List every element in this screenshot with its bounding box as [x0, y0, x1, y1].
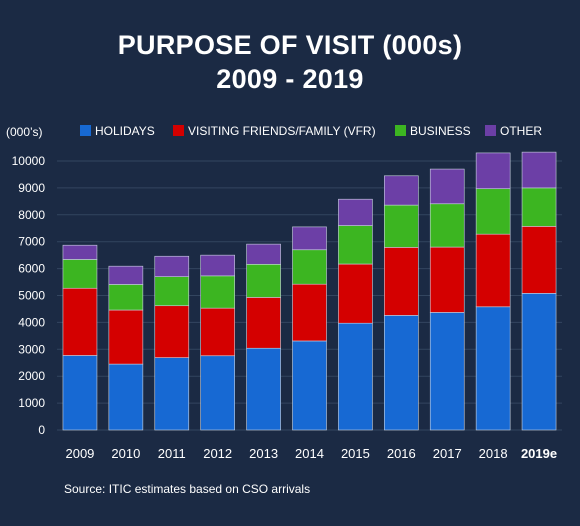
bar-segment	[108, 309, 144, 365]
bar-segment	[62, 355, 98, 431]
bar-segment	[429, 312, 465, 431]
x-tick-label: 2018	[479, 446, 508, 461]
bar-segment	[246, 297, 281, 349]
bar-segment	[384, 247, 419, 316]
chart-subtitle: 2009 - 2019	[216, 64, 364, 94]
legend-swatch	[395, 125, 406, 136]
bar-segment	[154, 357, 190, 431]
bar-segment	[246, 243, 281, 265]
bar-segment	[154, 305, 190, 358]
bar-segment	[475, 152, 511, 190]
y-tick-label: 0	[38, 423, 45, 437]
x-tick-label: 2009	[65, 446, 94, 461]
bar-segment	[108, 265, 144, 285]
bar-segment	[154, 276, 190, 307]
bar-segment	[521, 293, 557, 431]
legend-swatch	[80, 125, 91, 136]
bar-segment	[108, 363, 144, 431]
x-tick-label: 2013	[249, 446, 278, 461]
bar-segment	[429, 168, 465, 205]
bar-segment	[200, 254, 235, 277]
bar-segment	[292, 340, 327, 431]
bar-segment	[246, 347, 281, 431]
bar-segment	[108, 284, 144, 311]
chart-title: PURPOSE OF VISIT (000s)	[117, 30, 463, 60]
bar-segment	[384, 315, 419, 431]
bar-segment	[429, 246, 465, 313]
y-tick-label: 2000	[18, 369, 45, 383]
y-tick-label: 8000	[18, 208, 45, 222]
legend-swatch	[173, 125, 184, 136]
bar-segment	[62, 259, 98, 289]
bar-segment	[475, 188, 511, 235]
bar-segment	[154, 255, 190, 277]
legend-label: VISITING FRIENDS/FAMILY (VFR)	[188, 124, 376, 138]
x-tick-label: 2019e	[521, 446, 557, 461]
bar-segment	[429, 203, 465, 248]
y-tick-label: 10000	[12, 154, 46, 168]
legend-label: HOLIDAYS	[95, 124, 155, 138]
x-tick-label: 2014	[295, 446, 324, 461]
bar-segment	[292, 249, 327, 285]
y-tick-label: 1000	[18, 396, 45, 410]
bar-segment	[521, 151, 557, 189]
bar-segment	[200, 275, 235, 309]
y-tick-label: 3000	[18, 342, 45, 356]
y-tick-label: 6000	[18, 262, 45, 276]
legend-label: BUSINESS	[410, 124, 471, 138]
y-tick-label: 4000	[18, 315, 45, 329]
x-tick-label: 2011	[158, 446, 186, 461]
bar-segment	[384, 204, 419, 248]
bar-segment	[338, 225, 373, 265]
y-tick-label: 9000	[18, 181, 45, 195]
bar-segment	[200, 355, 235, 431]
y-tick-label: 5000	[18, 289, 45, 303]
bar-segment	[62, 244, 98, 260]
source-note: Source: ITIC estimates based on CSO arri…	[64, 482, 311, 496]
bar-segment	[521, 226, 557, 294]
x-tick-label: 2010	[111, 446, 140, 461]
bar-segment	[338, 263, 373, 324]
x-tick-label: 2012	[203, 446, 232, 461]
legend-swatch	[485, 125, 496, 136]
bar-segment	[338, 198, 373, 226]
x-tick-label: 2017	[433, 446, 462, 461]
bar-segment	[292, 283, 327, 342]
bar-segment	[475, 306, 511, 431]
bar-segment	[292, 226, 327, 251]
bar-segment	[521, 187, 557, 227]
y-tick-label: 7000	[18, 235, 45, 249]
bar-segment	[338, 322, 373, 431]
x-tick-label: 2015	[341, 446, 370, 461]
y-unit-label: (000’s)	[6, 125, 42, 139]
bar-segment	[62, 287, 98, 356]
x-tick-label: 2016	[387, 446, 416, 461]
bar-segment	[475, 233, 511, 308]
legend-label: OTHER	[500, 124, 542, 138]
bar-segment	[200, 307, 235, 357]
bar-segment	[246, 263, 281, 298]
bar-segment	[384, 175, 419, 206]
